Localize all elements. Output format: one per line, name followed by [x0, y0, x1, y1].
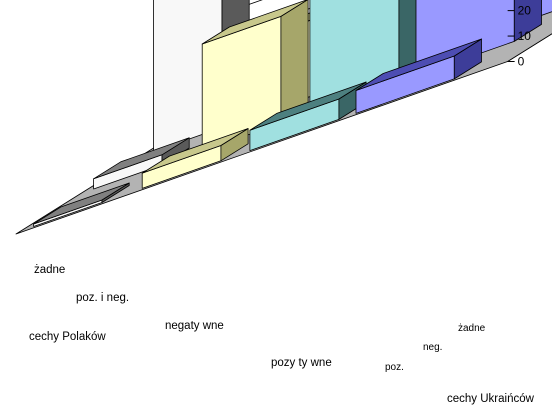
- bar-side: [513, 0, 542, 42]
- bars: [33, 0, 552, 227]
- bar-top: [249, 81, 367, 131]
- x-axis-title: cechy Polaków: [29, 331, 106, 343]
- x-tick-label-1: poz. i neg.: [76, 292, 129, 304]
- z-tick-label-0: żadne: [458, 323, 486, 334]
- y-axis-ticks: 0102030405060708090: [507, 4, 532, 69]
- labels: żadne poz. i neg. negaty wne pozy ty wne…: [29, 264, 535, 405]
- z-tick-label-1: neg.: [423, 342, 442, 353]
- bar-top: [93, 137, 190, 180]
- x-tick-label-2: negaty wne: [165, 320, 224, 332]
- y-tick-label-20: 20: [518, 4, 532, 18]
- x-tick-label-0: żadne: [34, 264, 65, 276]
- x-tick-label-3: pozy ty wne: [271, 357, 332, 369]
- y-tick-label-0: 0: [518, 55, 525, 69]
- bar-top: [141, 128, 249, 174]
- y-tick-label-10: 10: [518, 29, 532, 43]
- z-tick-label-2: poz.: [385, 362, 404, 373]
- z-axis-title: cechy Ukraińców: [447, 393, 535, 405]
- bar-top: [33, 182, 130, 225]
- bar-top: [201, 0, 308, 45]
- bar-top: [355, 38, 482, 91]
